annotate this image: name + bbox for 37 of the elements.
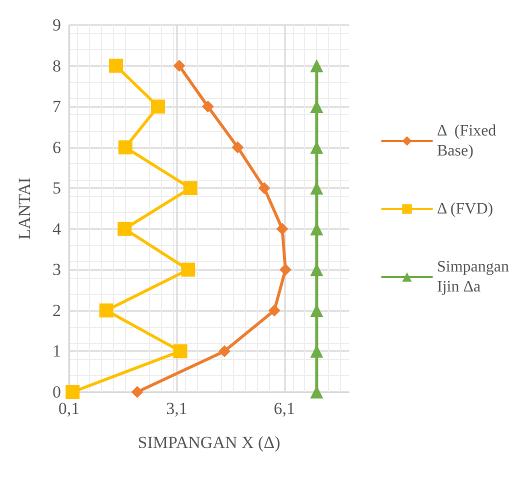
y-tick-label: 5: [52, 178, 61, 198]
point: [268, 304, 280, 316]
point: [66, 385, 80, 399]
legend-label: Simpangan Ijin Δa: [437, 258, 513, 296]
y-tick-label: 3: [52, 260, 61, 280]
point: [279, 264, 292, 276]
y-tick-label: 8: [52, 56, 61, 76]
y-tick-label: 6: [52, 138, 61, 157]
x-tick-label: 0,1: [58, 399, 80, 418]
point: [118, 222, 132, 236]
point: [218, 345, 230, 358]
x-tick-label: 3,1: [166, 399, 188, 418]
point: [173, 344, 188, 358]
y-tick-label: 7: [52, 97, 62, 116]
point: [118, 140, 132, 154]
y-tick-label: 2: [52, 300, 61, 320]
point: [183, 181, 198, 196]
point: [310, 59, 324, 72]
point: [232, 141, 244, 154]
legend-label: Δ (Fixed Base): [437, 122, 500, 160]
point: [109, 58, 124, 73]
point: [202, 100, 214, 113]
y-tick-label: 4: [52, 219, 62, 238]
x-axis-title: SIMPANGAN X (Δ): [138, 433, 280, 452]
point: [151, 100, 166, 114]
point: [99, 303, 114, 318]
point: [276, 222, 288, 235]
y-tick-label: 9: [52, 16, 61, 34]
x-tick-label: 6,1: [274, 399, 296, 418]
legend-label: Δ (FVD): [437, 200, 494, 218]
y-tick-label: 0: [52, 382, 61, 402]
point: [131, 386, 144, 398]
point: [258, 182, 270, 194]
y-tick-label: 1: [52, 342, 61, 361]
point: [173, 60, 186, 72]
y-axis-title: LANTAI: [15, 177, 34, 240]
point: [181, 262, 196, 277]
